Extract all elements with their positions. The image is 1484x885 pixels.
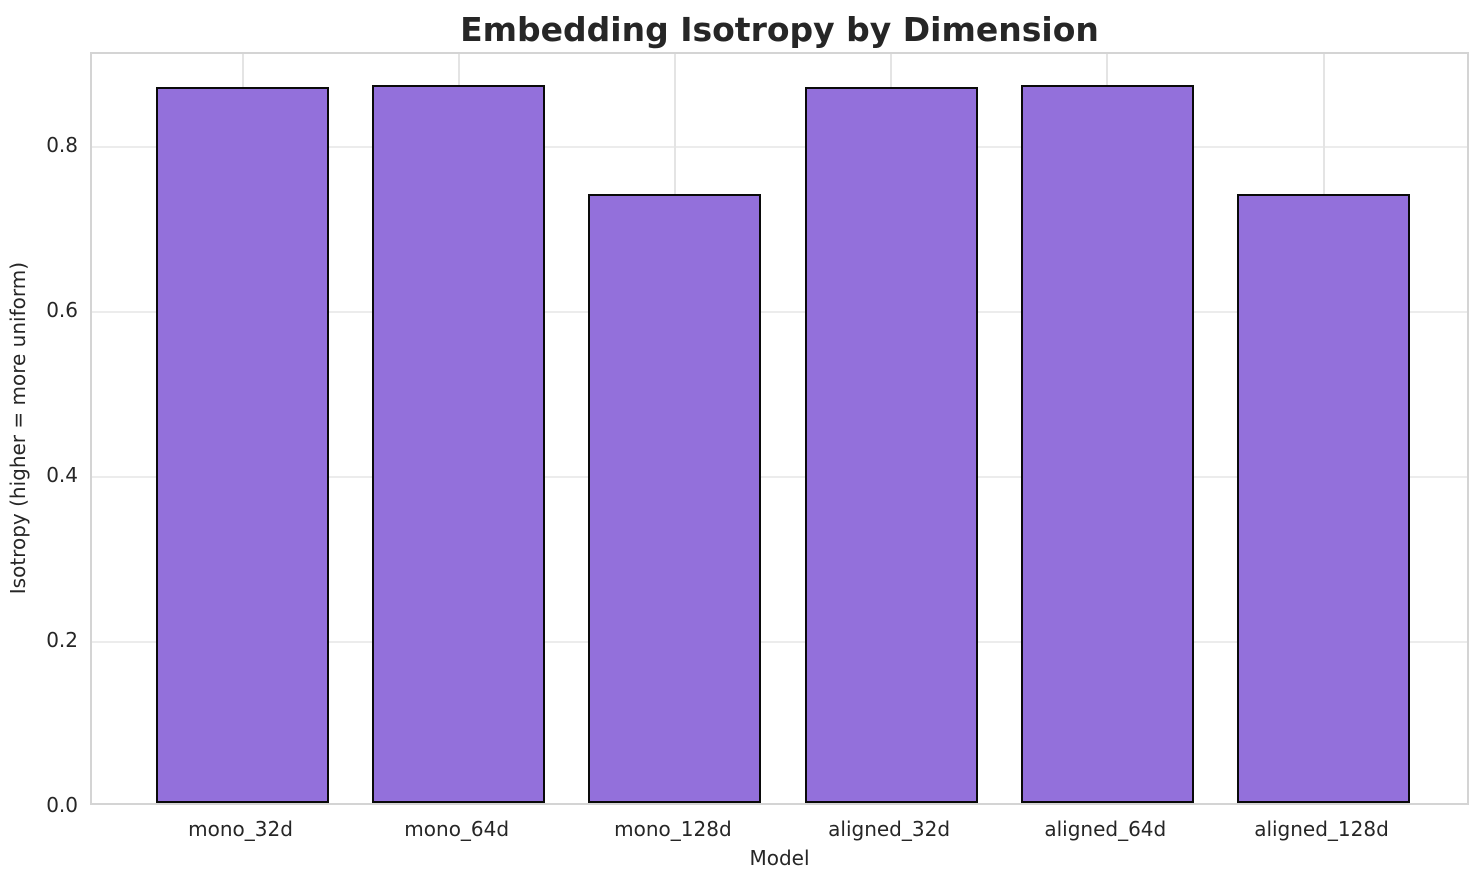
x-tick-label: aligned_128d	[1254, 817, 1389, 841]
y-tick-label: 0.8	[46, 133, 78, 158]
horizontal-gridline	[92, 311, 1467, 314]
x-tick-label: aligned_32d	[828, 817, 951, 841]
bar-aligned_32d	[804, 87, 978, 803]
plot-area	[90, 52, 1469, 805]
y-tick-label: 0.2	[46, 628, 78, 653]
x-tick-label: aligned_64d	[1044, 817, 1167, 841]
y-axis-label: Isotropy (higher = more uniform)	[6, 52, 30, 805]
y-tick-label: 0.6	[46, 298, 78, 323]
y-tick-label: 0.0	[46, 793, 78, 817]
x-axis-label: Model	[749, 846, 810, 870]
bar-aligned_64d	[1020, 85, 1194, 803]
bar-mono_32d	[156, 87, 329, 803]
horizontal-gridline	[92, 476, 1467, 479]
horizontal-gridline	[92, 641, 1467, 644]
bar-mono_64d	[372, 85, 546, 803]
chart-title: Embedding Isotropy by Dimension	[460, 10, 1099, 49]
horizontal-gridline	[92, 146, 1467, 149]
x-tick-label: mono_64d	[404, 817, 510, 841]
x-tick-label: mono_32d	[188, 817, 293, 841]
bar-aligned_128d	[1237, 194, 1410, 803]
y-tick-label: 0.4	[46, 463, 78, 488]
x-tick-label: mono_128d	[614, 817, 732, 841]
bar-mono_128d	[588, 194, 762, 803]
